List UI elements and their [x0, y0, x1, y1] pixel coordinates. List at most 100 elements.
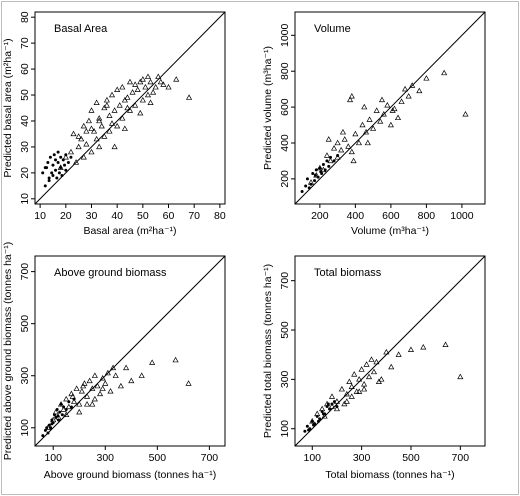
data-point-triangle [75, 133, 82, 139]
data-point-triangle [83, 401, 91, 407]
data-point-dot [313, 179, 317, 183]
data-point-dot [43, 166, 47, 170]
y-tick-label: 800 [279, 62, 291, 80]
data-point-triangle [112, 372, 119, 378]
data-point-dot [56, 150, 60, 154]
data-point-triangle [387, 121, 394, 128]
data-point-triangle [142, 83, 149, 90]
data-point-triangle [160, 81, 167, 87]
data-point-triangle [364, 139, 371, 146]
data-point-dot [305, 424, 309, 428]
data-point-triangle [388, 363, 395, 370]
data-point-triangle [93, 99, 100, 105]
data-point-triangle [110, 364, 117, 371]
y-tick-label: 700 [279, 272, 291, 290]
data-point-triangle [172, 356, 179, 363]
data-point-triangle [144, 91, 152, 98]
data-point-dot [48, 155, 52, 159]
data-point-triangle [375, 378, 382, 385]
data-point-triangle [80, 122, 87, 129]
data-point-triangle [129, 89, 136, 95]
y-tick-label: 700 [19, 263, 31, 281]
data-point-triangle [307, 179, 315, 185]
panel-volume: Volume Volume (m³ha⁻¹) Predicted volume … [262, 11, 486, 237]
data-point-triangle [60, 406, 67, 412]
y-axis-label: Predicted volume (m³ha⁻¹) [262, 46, 274, 170]
y-ticks: 10 20 30 40 50 60 70 80 [19, 11, 35, 205]
data-point-triangle [441, 69, 448, 76]
data-point-triangle [150, 89, 157, 95]
y-tick-label: 60 [19, 63, 31, 75]
x-tick-label: 100 [304, 452, 322, 464]
data-point-triangle [106, 112, 113, 118]
data-point-triangle [348, 93, 355, 99]
data-point-dot [63, 163, 67, 167]
data-point-triangle [338, 385, 345, 392]
data-point-dot [304, 184, 308, 188]
data-point-dot [57, 171, 61, 175]
data-point-triangle [366, 116, 373, 122]
x-tick-label: 500 [149, 452, 167, 464]
y-tick-label: 50 [19, 89, 31, 101]
data-point-triangle [185, 94, 193, 100]
data-point-triangle [91, 372, 98, 378]
data-point-triangle [96, 115, 103, 121]
data-point-triangle [90, 128, 98, 134]
data-point-triangle [83, 141, 90, 147]
data-point-triangle [323, 152, 331, 158]
y-tick-label: 300 [279, 370, 291, 388]
data-point-triangle [380, 110, 387, 117]
plot-frame [294, 11, 486, 205]
data-point-triangle [86, 377, 93, 384]
data-point-triangle [378, 376, 385, 382]
data-point-dot [47, 176, 51, 180]
x-tick-label: 500 [402, 452, 420, 464]
data-point-dot [52, 153, 56, 157]
data-point-triangle [377, 118, 384, 124]
data-point-triangle [57, 164, 64, 170]
x-tick-label: 800 [418, 210, 436, 222]
data-point-triangle [96, 143, 103, 150]
data-point-triangle [462, 110, 469, 117]
data-point-dot [43, 184, 47, 188]
data-point-triangle [137, 109, 144, 116]
data-point-triangle [80, 382, 87, 389]
x-tick-label: 100 [44, 452, 62, 464]
y-tick-label: 30 [19, 141, 31, 153]
data-point-triangle [124, 94, 131, 100]
data-point-triangle [138, 372, 145, 378]
data-point-triangle [76, 408, 83, 415]
plot-frame [294, 255, 486, 447]
data-point-triangle [63, 395, 70, 402]
data-point-triangle [83, 393, 91, 399]
data-point-dot [50, 422, 54, 426]
one-to-one-line [295, 12, 485, 204]
data-point-dot [66, 160, 70, 164]
data-point-triangle [338, 146, 345, 153]
data-point-triangle [313, 171, 320, 178]
data-marks [41, 73, 193, 188]
data-point-triangle [358, 366, 365, 372]
data-point-triangle [70, 130, 77, 137]
data-point-dot [60, 413, 64, 417]
data-point-triangle [314, 410, 321, 417]
data-point-triangle [361, 380, 368, 387]
data-point-triangle [106, 128, 113, 134]
x-axis-label: Volume (m³ha⁻¹) [351, 225, 429, 237]
data-point-dot [41, 434, 45, 438]
data-point-triangle [370, 368, 378, 375]
y-tick-label: 20 [19, 167, 31, 179]
data-point-dot [54, 168, 58, 172]
data-point-triangle [343, 398, 350, 404]
data-point-triangle [91, 395, 98, 402]
data-point-triangle [63, 411, 70, 417]
data-point-triangle [80, 153, 87, 160]
panel-title: Total biomass [314, 267, 382, 279]
data-point-dot [325, 159, 329, 163]
data-point-triangle [348, 148, 355, 155]
data-point-dot [51, 163, 55, 167]
data-point-triangle [134, 86, 141, 93]
panel-above-ground-biomass: Above ground biomass Above ground biomas… [2, 242, 226, 481]
data-point-triangle [67, 148, 75, 155]
x-tick-label: 10 [34, 210, 46, 222]
